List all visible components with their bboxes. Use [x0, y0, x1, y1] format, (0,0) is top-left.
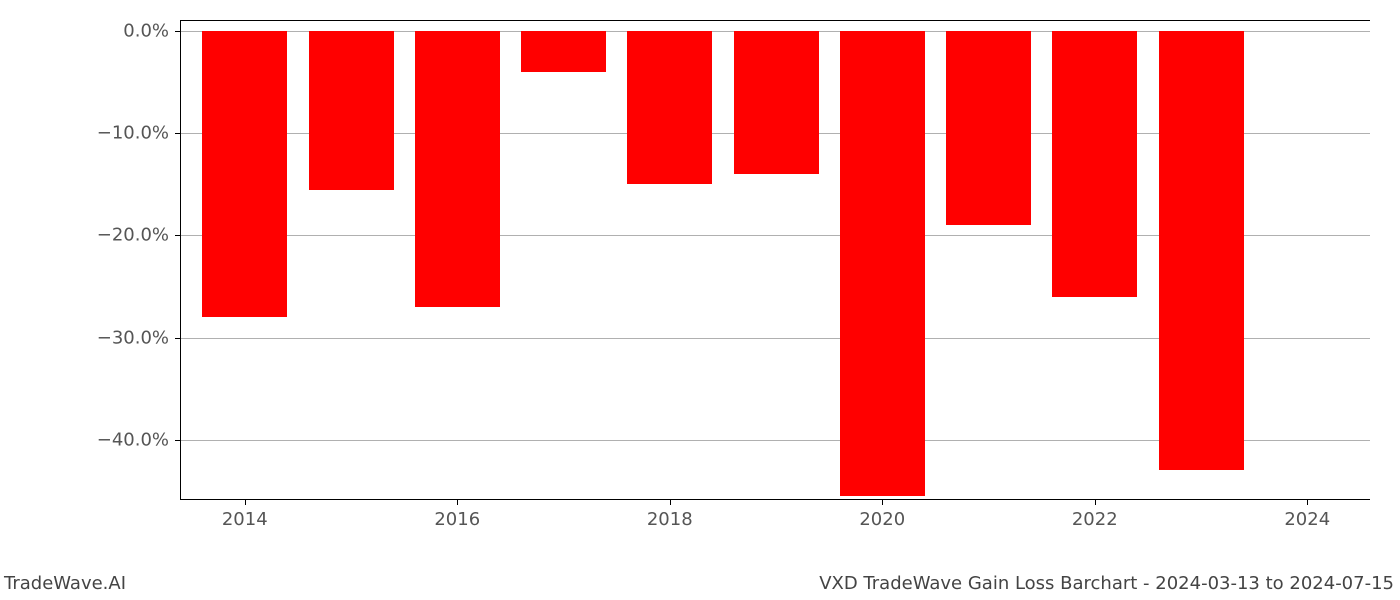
x-tick-label: 2022 — [1072, 509, 1118, 530]
bar-2015 — [309, 31, 394, 189]
x-tick-label: 2020 — [859, 509, 905, 530]
x-tick-label: 2014 — [222, 509, 268, 530]
x-tick — [670, 499, 671, 505]
bar-2021 — [946, 31, 1031, 225]
footer-caption: VXD TradeWave Gain Loss Barchart - 2024-… — [819, 573, 1394, 594]
bar-2018 — [627, 31, 712, 184]
x-tick — [882, 499, 883, 505]
bar-2019 — [734, 31, 819, 174]
y-tick-label: −30.0% — [97, 327, 169, 348]
bar-2020 — [840, 31, 925, 496]
y-tick-label: −40.0% — [97, 429, 169, 450]
bar-2017 — [521, 31, 606, 72]
footer-brand: TradeWave.AI — [4, 573, 126, 594]
plot-area: 0.0%−10.0%−20.0%−30.0%−40.0%201420162018… — [180, 20, 1370, 500]
bar-2014 — [202, 31, 287, 317]
x-tick-label: 2024 — [1284, 509, 1330, 530]
y-tick-label: 0.0% — [123, 21, 169, 42]
x-tick-label: 2018 — [647, 509, 693, 530]
x-tick — [1095, 499, 1096, 505]
bar-2023 — [1159, 31, 1244, 470]
x-tick — [1307, 499, 1308, 505]
x-tick — [457, 499, 458, 505]
y-tick — [175, 133, 181, 134]
x-tick-label: 2016 — [434, 509, 480, 530]
bar-2022 — [1052, 31, 1137, 297]
y-tick-label: −10.0% — [97, 123, 169, 144]
y-tick-label: −20.0% — [97, 225, 169, 246]
y-tick — [175, 235, 181, 236]
chart-container: 0.0% −10.0% −20.0% −30.0% −40.0% 2014 2016 2018… — [100, 20, 1370, 540]
bar-2016 — [415, 31, 500, 307]
x-tick — [245, 499, 246, 505]
y-tick — [175, 440, 181, 441]
y-tick — [175, 31, 181, 32]
y-tick — [175, 338, 181, 339]
